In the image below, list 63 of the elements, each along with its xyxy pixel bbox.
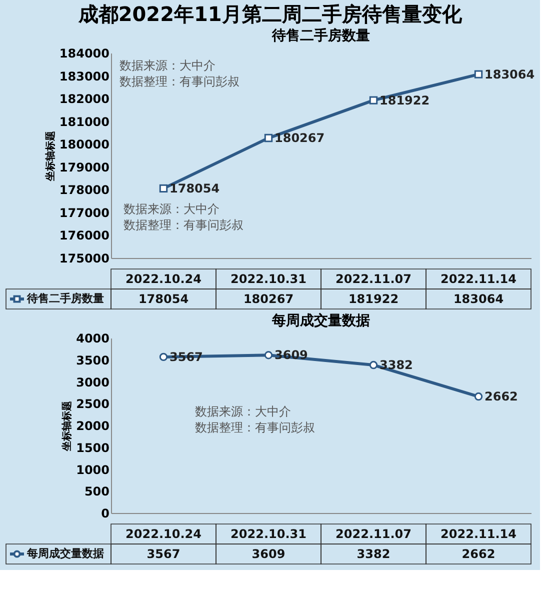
data-label: 181922: [348, 292, 399, 306]
x-tick-label: 2022.11.14: [440, 272, 516, 286]
point: [369, 96, 378, 104]
point: [264, 351, 273, 360]
data-label: 183064: [453, 292, 504, 306]
y-tick-label: 2500: [76, 397, 110, 412]
x-tick-label: 2022.11.14: [440, 527, 516, 541]
y-tick-label: 3000: [76, 375, 110, 390]
annotation: 数据整理：有事问彭叔: [119, 74, 240, 88]
annotation: 3567: [170, 350, 203, 364]
point: [264, 134, 273, 142]
annotation: 数据来源：大中介: [119, 58, 216, 72]
y-axis-title: 坐标轴标题: [61, 401, 74, 452]
y-tick-label: 0: [101, 506, 110, 520]
point: [474, 70, 483, 78]
annotation: 183064: [484, 67, 535, 82]
y-tick-label: 1000: [76, 462, 110, 477]
y-tick-label: 175000: [59, 252, 110, 266]
y-tick-label: 183000: [59, 69, 110, 84]
data-label: 3567: [146, 547, 180, 561]
y-tick-label: 184000: [59, 46, 110, 60]
point: [159, 352, 168, 362]
y-tick-label: 178000: [59, 183, 110, 198]
y-axis-title: 坐标轴标题: [44, 131, 56, 182]
point: [159, 184, 168, 193]
point: [474, 392, 483, 401]
x-tick-label: 2022.11.07: [336, 272, 412, 286]
y-tick-label: 179000: [59, 160, 110, 174]
y-tick-label: 500: [84, 484, 110, 499]
x-tick-label: 2022.11.07: [336, 527, 412, 541]
data-label: 3609: [252, 547, 286, 561]
annotation: 2662: [484, 390, 518, 404]
y-tick-label: 4000: [76, 332, 110, 346]
annotation: 3382: [380, 358, 413, 372]
y-tick-label: 180000: [59, 138, 110, 152]
y-tick-label: 3500: [76, 353, 110, 368]
annotation: 180267: [274, 131, 325, 146]
annotation: 数据来源：大中介: [195, 404, 291, 418]
point: [369, 360, 378, 370]
annotation: 178054: [170, 181, 220, 196]
x-tick-label: 2022.10.31: [230, 527, 306, 541]
chart-title: 每周成交量数据: [271, 312, 370, 329]
y-tick-label: 176000: [59, 228, 110, 243]
chart-title: 成都2022年11月第二周二手房待售量变化: [77, 2, 463, 26]
data-label: 3382: [356, 547, 390, 561]
y-tick-label: 181000: [59, 114, 110, 129]
annotation: 数据来源：大中介: [124, 202, 220, 216]
chart-subtitle: 待售二手房数量: [271, 27, 370, 44]
legend-label: 待售二手房数量: [26, 292, 104, 305]
x-tick-label: 2022.10.31: [230, 272, 306, 286]
legend-label: 每周成交量数据: [26, 547, 104, 560]
y-tick-label: 177000: [59, 206, 110, 220]
y-tick-label: 2000: [76, 419, 110, 433]
x-tick-label: 2022.10.24: [126, 272, 202, 286]
y-tick-label: 1500: [76, 440, 110, 455]
data-label: 2662: [462, 547, 496, 561]
y-tick-label: 182000: [59, 92, 110, 106]
x-tick-label: 2022.10.24: [126, 527, 202, 541]
data-label: 178054: [138, 292, 189, 306]
annotation: 数据整理：有事问彭叔: [124, 218, 244, 232]
annotation: 数据整理：有事问彭叔: [195, 420, 315, 434]
annotation: 181922: [380, 93, 430, 108]
data-label: 180267: [243, 292, 294, 306]
